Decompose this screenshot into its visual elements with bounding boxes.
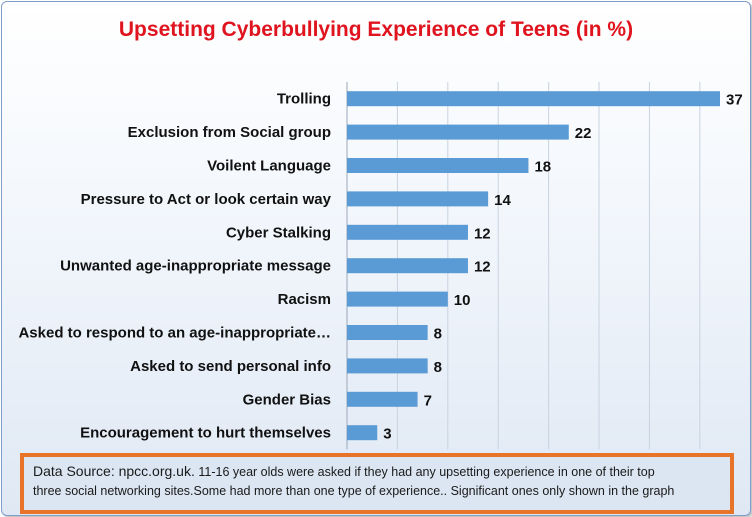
category-label: Trolling	[277, 91, 331, 108]
bar	[347, 158, 529, 173]
bar	[347, 91, 720, 107]
bar	[347, 391, 418, 407]
bar	[347, 258, 468, 274]
data-source-label: Data Source: npcc.org.uk.	[33, 463, 195, 479]
category-label: Asked to respond to an age-inappropriate…	[18, 325, 331, 342]
category-label: Encouragement to hurt themselves	[80, 425, 331, 442]
category-label: Asked to send personal info	[130, 358, 331, 375]
category-label: Voilent Language	[207, 158, 331, 175]
category-label: Cyber Stalking	[226, 224, 331, 241]
bar	[347, 291, 448, 307]
bar	[347, 124, 569, 140]
bar	[347, 191, 489, 207]
data-label: 22	[575, 125, 592, 142]
category-label: Gender Bias	[243, 391, 331, 408]
data-source-text-line1: 11-16 year olds were asked if they had a…	[194, 465, 655, 479]
data-label: 10	[454, 292, 471, 309]
data-label: 8	[434, 359, 442, 376]
bar	[347, 425, 378, 441]
category-label: Exclusion from Social group	[128, 124, 331, 141]
data-label: 7	[424, 392, 432, 409]
data-source-note: Data Source: npcc.org.uk. 11-16 year old…	[20, 453, 734, 514]
data-source-text-line2: three social networking sites.Some had m…	[33, 484, 675, 498]
category-label: Racism	[278, 291, 331, 308]
bar	[347, 224, 468, 240]
data-label: 12	[474, 259, 491, 276]
data-label: 12	[474, 225, 491, 242]
bar	[347, 358, 428, 374]
category-label: Pressure to Act or look certain way	[81, 191, 332, 208]
data-label: 8	[434, 326, 442, 343]
bar	[347, 325, 428, 340]
data-label: 37	[726, 92, 743, 109]
data-label: 18	[534, 159, 551, 176]
data-label: 14	[494, 192, 511, 209]
category-label: Unwanted age-inappropriate message	[60, 258, 331, 275]
data-label: 3	[383, 426, 391, 443]
chart-title: Upsetting Cyberbullying Experience of Te…	[118, 18, 634, 41]
